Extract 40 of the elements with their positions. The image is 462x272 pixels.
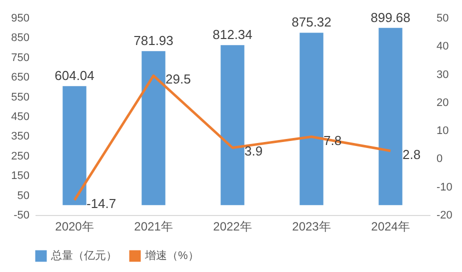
y2-tick-label: -10	[436, 181, 452, 194]
y-tick-label: 950	[11, 12, 30, 24]
y2-tick-label: -20	[436, 210, 452, 222]
y2-tick-label: 10	[436, 125, 449, 138]
data-label: 604.04	[54, 68, 94, 84]
data-label: 3.9	[244, 144, 263, 159]
y-tick-label: -50	[14, 210, 30, 222]
y-tick-label: 250	[11, 150, 30, 162]
data-label: -14.7	[86, 196, 116, 212]
x-tick-label: 2022年	[213, 220, 252, 234]
y-tick-label: 750	[11, 52, 30, 64]
y2-tick-label: 30	[436, 68, 449, 81]
data-label: 781.93	[134, 33, 174, 48]
y-tick-label: 350	[11, 130, 30, 143]
y-tick-label: 50	[17, 190, 30, 202]
data-label: 29.5	[166, 72, 191, 87]
data-label: 899.68	[370, 10, 410, 25]
data-label: 812.34	[212, 27, 252, 42]
y-tick-label: 850	[11, 32, 30, 44]
x-tick-label: 2023年	[292, 220, 331, 234]
x-tick-label: 2024年	[371, 220, 410, 234]
legend-label: 总量（亿元）	[50, 249, 117, 262]
data-label: 875.32	[292, 14, 332, 30]
bar	[62, 86, 86, 206]
bar	[378, 28, 402, 206]
y2-tick-label: 50	[436, 12, 449, 24]
bar	[220, 45, 244, 206]
data-label: 2.8	[402, 146, 421, 162]
y2-tick-label: 20	[436, 96, 449, 109]
y-tick-label: 150	[11, 170, 30, 182]
x-tick-label: 2021年	[134, 220, 173, 234]
bar	[300, 32, 324, 206]
y-tick-label: 550	[11, 91, 30, 104]
legend-label: 增速（%）	[144, 249, 199, 262]
y2-tick-label: 0	[436, 153, 443, 166]
y2-tick-label: 40	[436, 40, 449, 53]
bar	[142, 51, 166, 206]
y-tick-label: 450	[11, 111, 30, 123]
x-tick-label: 2020年	[55, 220, 94, 234]
y-tick-label: 650	[11, 72, 30, 84]
